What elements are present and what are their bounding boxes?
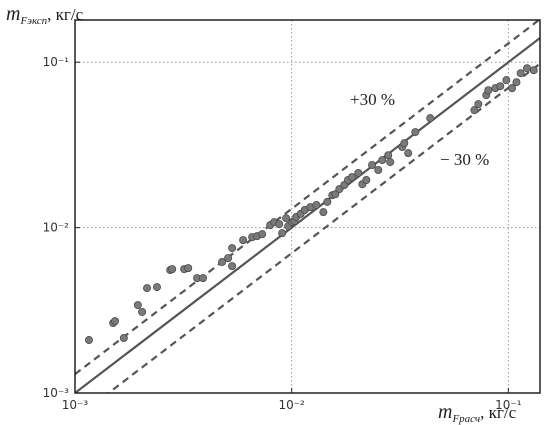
point <box>496 82 505 91</box>
parity-line <box>75 37 540 393</box>
point <box>152 283 161 292</box>
point <box>275 220 284 229</box>
plot-frame <box>74 19 541 394</box>
point <box>143 284 152 293</box>
point <box>508 84 517 93</box>
point <box>378 156 387 165</box>
point <box>400 139 409 148</box>
points <box>84 64 538 345</box>
point <box>516 69 525 78</box>
reference-lines <box>75 20 540 393</box>
point <box>119 334 128 343</box>
point <box>354 168 363 177</box>
point <box>384 151 393 160</box>
annotation: − 30 % <box>440 150 489 169</box>
x-tick-label: 10⁻³ <box>62 398 89 412</box>
y-tick-label: 10⁻¹ <box>43 55 70 69</box>
point <box>228 244 237 253</box>
point <box>404 149 413 158</box>
point <box>323 197 332 206</box>
point <box>502 76 511 85</box>
point <box>374 166 383 175</box>
point <box>111 317 120 326</box>
point <box>278 229 287 238</box>
point <box>386 158 395 167</box>
y-tick-label: 10⁻² <box>43 221 70 235</box>
point <box>199 274 208 283</box>
ticks: 10⁻³ 10⁻² 10⁻¹ 10⁻³ 10⁻² 10⁻¹ <box>43 55 522 412</box>
point <box>258 230 267 239</box>
x-axis-label: mFрасч, кг/с <box>438 401 517 425</box>
y-axis-label: mFэксп, кг/с <box>6 3 84 27</box>
point <box>484 86 493 95</box>
point <box>312 200 321 209</box>
point <box>319 208 328 217</box>
x-tick-label: 10⁻² <box>278 398 305 412</box>
point <box>282 214 291 223</box>
point <box>133 301 142 310</box>
point <box>184 264 193 273</box>
point <box>138 307 147 316</box>
y-tick-label: 10⁻³ <box>43 386 70 400</box>
point <box>84 336 93 345</box>
point <box>331 190 340 199</box>
point <box>348 173 357 182</box>
point <box>523 64 532 73</box>
point <box>512 78 521 87</box>
point <box>529 66 538 75</box>
point <box>470 106 479 115</box>
point <box>368 161 377 170</box>
point <box>224 254 233 263</box>
point <box>362 176 371 185</box>
point <box>426 114 435 123</box>
annotation: +30 % <box>350 90 395 109</box>
x-tick-label: 10⁻¹ <box>495 398 522 412</box>
point <box>218 258 227 267</box>
point <box>239 236 248 245</box>
point <box>168 265 177 274</box>
point <box>228 262 237 271</box>
tolerance-line <box>75 20 540 376</box>
tolerance-line <box>106 62 540 393</box>
point <box>411 128 420 137</box>
point <box>474 100 483 109</box>
